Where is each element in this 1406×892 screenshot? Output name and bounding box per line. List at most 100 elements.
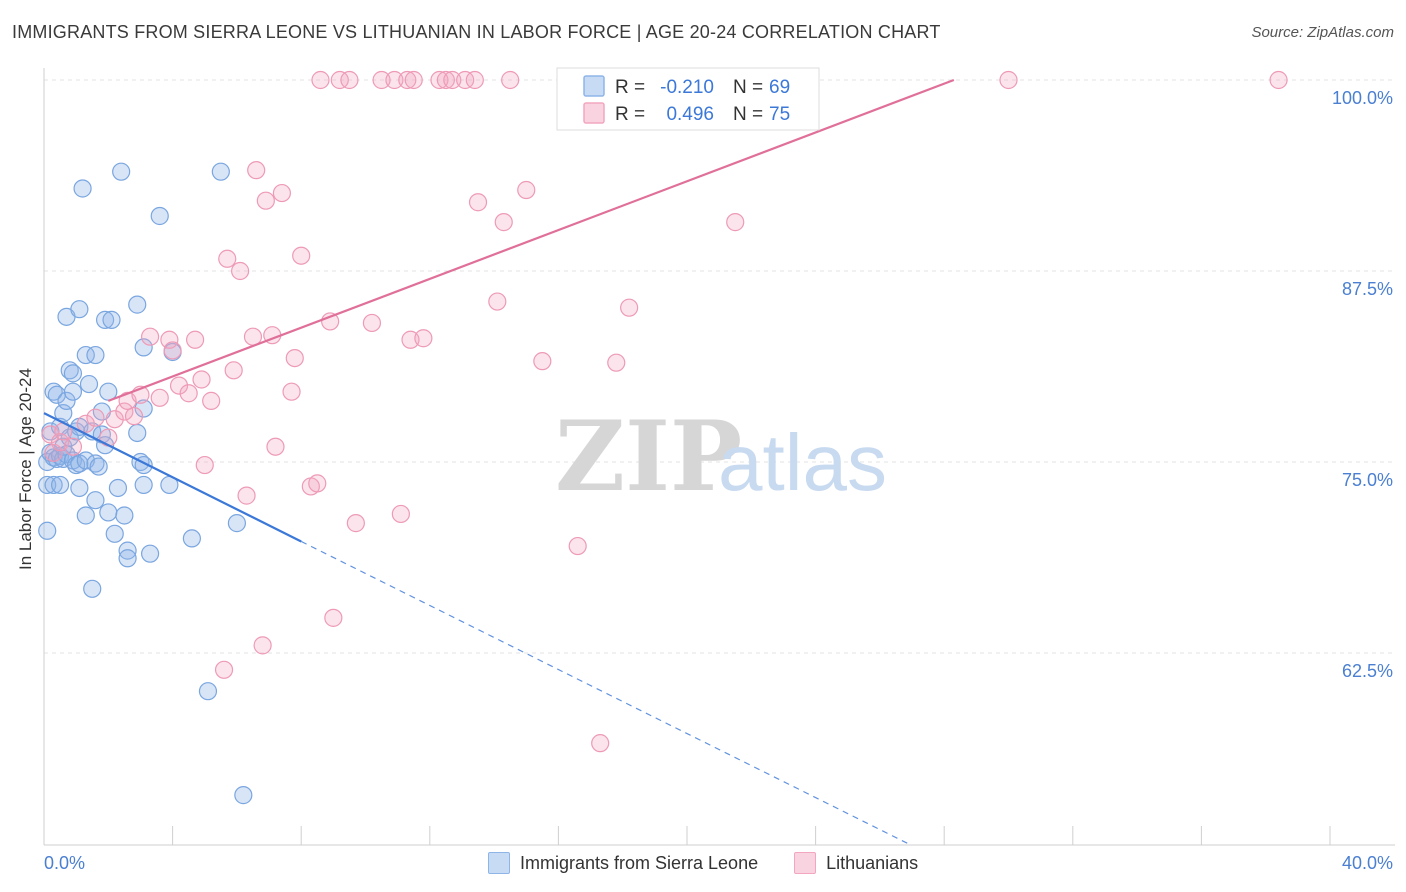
legend-label-lithuanians: Lithuanians [826,852,919,873]
point-lithuanian [607,353,626,372]
point-lithuanian [488,292,507,311]
point-sierra-leone [134,475,153,495]
point-sierra-leone [86,345,105,365]
point-lithuanian [414,329,433,348]
legend-r-label: R = [615,104,645,125]
legend-r-label: R = [615,77,645,98]
point-sierra-leone [234,786,253,805]
point-sierra-leone [63,364,83,383]
point-lithuanian [330,70,349,90]
trend-line-sierra-leone [43,412,302,543]
point-lithuanian [179,384,198,403]
point-lithuanian [285,348,304,368]
trend-line-lithuanians [107,78,955,402]
point-lithuanian [501,70,520,90]
point-lithuanian [517,180,536,200]
point-sierra-leone [83,579,102,598]
grid-lines [44,79,1395,654]
point-lithuanian [76,414,95,433]
point-lithuanian [140,327,160,346]
point-lithuanian [63,437,83,456]
legend-r-value: -0.210 [660,77,714,98]
bottom-legend: Immigrants from Sierra Leone Lithuanians [488,852,944,874]
point-sierra-leone [115,506,134,525]
trend-lines [43,78,955,845]
point-lithuanian [494,213,513,232]
point-sierra-leone [79,374,99,394]
point-lithuanian [308,474,327,493]
point-sierra-leone [44,475,63,495]
point-sierra-leone [89,457,108,476]
point-lithuanian [44,443,63,462]
point-sierra-leone [118,541,137,560]
point-lithuanian [568,536,587,556]
x-tick-label-min: 0.0% [44,853,86,873]
point-sierra-leone [118,549,137,568]
point-sierra-leone [150,206,169,226]
point-lithuanian [999,70,1018,90]
point-sierra-leone [182,529,201,548]
y-tick-label: 75.0% [1342,470,1393,490]
legend-n-value: 75 [769,104,790,125]
point-lithuanian [224,361,243,380]
point-lithuanian [456,70,475,90]
point-lithuanian [115,402,134,421]
chart-title: IMMIGRANTS FROM SIERRA LEONE VS LITHUANI… [12,22,941,42]
point-lithuanian [340,70,359,90]
point-lithuanian [99,428,118,447]
point-lithuanian [468,193,488,212]
point-lithuanian [256,191,275,210]
legend-n-value: 69 [769,77,790,98]
point-lithuanian [214,660,234,679]
point-lithuanian [169,376,189,395]
point-lithuanian [202,391,221,410]
point-lithuanian [163,341,182,360]
point-lithuanian [443,70,462,90]
point-sierra-leone [108,478,128,498]
point-sierra-leone [38,521,57,540]
point-sierra-leone [102,310,121,329]
y-tick-label: 100.0% [1332,88,1393,108]
point-sierra-leone [44,382,63,401]
point-lithuanian [620,298,639,317]
legend-r-value: 0.496 [666,104,714,125]
point-sierra-leone [57,391,76,410]
point-sierra-leone [112,162,131,181]
point-lithuanian [324,608,343,627]
point-lithuanian [1269,70,1288,90]
point-lithuanian [391,504,410,524]
legend-item-lithuanians[interactable]: Lithuanians [794,852,918,874]
legend-swatch [583,102,605,124]
point-lithuanian [124,407,144,426]
point-sierra-leone [50,475,70,495]
point-lithuanian [272,183,292,203]
point-lithuanian [436,70,455,90]
point-lithuanian [292,246,311,265]
y-tick-label: 62.5% [1342,661,1393,681]
point-lithuanian [282,382,301,401]
point-sierra-leone [95,310,115,329]
point-lithuanian [186,330,205,349]
point-lithuanian [404,70,423,90]
point-lithuanian [231,261,250,281]
point-lithuanian [150,388,169,407]
point-sierra-leone [76,506,95,525]
point-lithuanian [398,70,417,90]
point-lithuanian [430,70,449,90]
point-lithuanian [385,70,404,90]
point-lithuanian [86,408,105,427]
point-sierra-leone [198,682,218,701]
point-sierra-leone [63,382,83,401]
point-sierra-leone [73,179,92,198]
point-lithuanian [726,213,745,232]
legend-label-sierra-leone: Immigrants from Sierra Leone [520,852,759,873]
point-lithuanian [218,249,237,268]
watermark-zip: ZIP [555,400,742,513]
data-points [38,70,1288,805]
point-lithuanian [160,330,179,349]
legend-item-sierra-leone[interactable]: Immigrants from Sierra Leone [488,852,758,874]
trend-line-sierra-leone-extension [300,540,910,845]
axes [43,68,1395,846]
point-sierra-leone [38,475,57,495]
